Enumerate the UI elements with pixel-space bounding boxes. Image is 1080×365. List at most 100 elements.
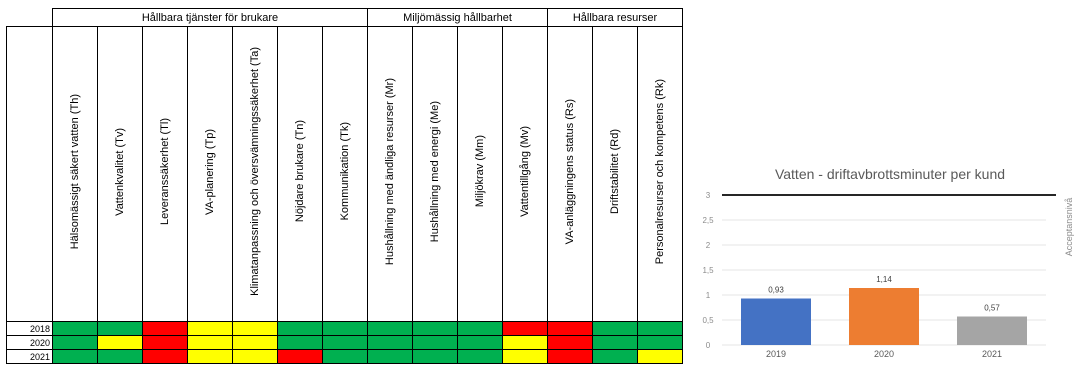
column-header: Kommunikation (Tk)	[322, 26, 368, 322]
chart-bars	[741, 288, 1027, 345]
status-cell-green	[592, 349, 638, 364]
column-header-label: Nöjdare brukare (Tn)	[294, 120, 306, 223]
column-header-label: Leveranssäkerhet (Tl)	[159, 118, 171, 225]
status-cell-green	[637, 335, 683, 350]
column-header-label: Miljökrav (Mm)	[474, 135, 486, 208]
matrix-body: 2018 2020 2021	[6, 321, 683, 364]
data-label: 1,14	[876, 275, 892, 284]
column-header-label: Driftstabilitet (Rd)	[609, 129, 621, 214]
status-cell-green	[52, 349, 98, 364]
status-cell-yellow	[187, 349, 233, 364]
column-header-row: Hälsomässigt säkert vatten (Th) Vattenkva…	[6, 26, 683, 322]
column-header-label: Personalresurser och kompetens (Rk)	[654, 78, 666, 265]
bar-2019	[741, 298, 811, 345]
chart-canvas: Vatten - driftavbrottsminuter per kund 0…	[702, 166, 1074, 359]
status-cell-green	[412, 335, 458, 350]
chart-title: Vatten - driftavbrottsminuter per kund	[775, 166, 1005, 182]
status-cell-yellow	[502, 349, 548, 364]
chart-y-ticks: 0 0,5 1 1,5 2 2,5 3	[702, 191, 714, 350]
row-year: 2020	[6, 335, 53, 350]
group-header-row: Hållbara tjänster för brukare Miljömässig…	[6, 8, 683, 27]
status-cell-yellow	[637, 349, 683, 364]
column-header: Vattentillgång (Mv)	[502, 26, 548, 322]
status-cell-green	[367, 349, 413, 364]
column-header-label: Hälsomässigt säkert vatten (Th)	[69, 93, 81, 250]
column-header: Nöjdare brukare (Tn)	[277, 26, 323, 322]
status-cell-yellow	[187, 335, 233, 350]
status-cell-green	[277, 335, 323, 350]
status-cell-red	[142, 335, 188, 350]
table-row: 2021	[6, 349, 683, 364]
y-tick-label: 2	[706, 241, 711, 250]
status-cell-green	[637, 321, 683, 336]
status-cell-yellow	[232, 321, 278, 336]
table-row: 2020	[6, 335, 683, 350]
column-header: Hushållning med energi (Me)	[412, 26, 458, 322]
status-cell-red	[547, 349, 593, 364]
chart-x-ticks: 2019 2020 2021	[766, 349, 1002, 359]
status-cell-green	[322, 321, 368, 336]
column-header-label: Vattentillgång (Mv)	[519, 126, 531, 217]
acceptance-label: Acceptansnivå	[1064, 198, 1074, 257]
column-header: Personalresurser och kompetens (Rk)	[637, 26, 683, 322]
status-cell-green	[412, 349, 458, 364]
status-cell-green	[412, 321, 458, 336]
y-tick-label: 0	[706, 341, 711, 350]
column-header: Hälsomässigt säkert vatten (Th)	[52, 26, 98, 322]
column-header: VA-anläggningens status (Rs)	[547, 26, 593, 322]
chart-data-labels: 0,93 1,14 0,57	[768, 275, 1000, 313]
status-cell-red	[547, 335, 593, 350]
group-header: Hållbara tjänster för brukare	[52, 8, 368, 27]
row-year: 2021	[6, 349, 53, 364]
column-header: Klimatanpassning och översvämningssäkerh…	[232, 26, 278, 322]
status-cell-red	[547, 321, 593, 336]
status-cell-green	[52, 335, 98, 350]
x-tick-label: 2021	[982, 349, 1002, 359]
status-cell-green	[52, 321, 98, 336]
bar-2020	[849, 288, 919, 345]
bar-2021	[957, 316, 1027, 345]
y-tick-label: 0,5	[702, 316, 714, 325]
status-cell-yellow	[232, 335, 278, 350]
y-tick-label: 1,5	[702, 266, 714, 275]
status-cell-green	[97, 349, 143, 364]
column-header-label: Hushållning med energi (Me)	[429, 100, 441, 243]
column-header: Vattenkvalitet (Tv)	[97, 26, 143, 322]
column-header-label: VA-anläggningens status (Rs)	[564, 98, 576, 245]
x-tick-label: 2019	[766, 349, 786, 359]
status-cell-green	[457, 321, 503, 336]
column-header-label: Hushållning med ändliga resurser (Mr)	[384, 77, 396, 266]
group-header: Hållbara resurser	[547, 8, 683, 27]
status-cell-red	[142, 349, 188, 364]
status-cell-red	[277, 349, 323, 364]
status-cell-yellow	[232, 349, 278, 364]
column-header-label: Klimatanpassning och översvämningssäkerh…	[249, 47, 261, 296]
status-cell-yellow	[502, 335, 548, 350]
group-header: Miljömässig hållbarhet	[367, 8, 548, 27]
corner-cell-lower	[6, 26, 53, 322]
column-header-label: Vattenkvalitet (Tv)	[114, 127, 126, 216]
table-row: 2018	[6, 321, 683, 336]
status-cell-green	[592, 321, 638, 336]
column-header-label: Kommunikation (Tk)	[339, 122, 351, 221]
status-cell-red	[142, 321, 188, 336]
data-label: 0,93	[768, 286, 784, 295]
y-tick-label: 3	[706, 191, 711, 200]
status-cell-green	[457, 349, 503, 364]
status-cell-green	[322, 335, 368, 350]
downtime-chart: Vatten - driftavbrottsminuter per kund 0…	[688, 155, 1080, 365]
y-tick-label: 2,5	[702, 216, 714, 225]
row-year: 2018	[6, 321, 53, 336]
status-matrix: Hållbara tjänster för brukare Miljömässig…	[6, 8, 683, 364]
column-header: Hushållning med ändliga resurser (Mr)	[367, 26, 413, 322]
column-header: Leveranssäkerhet (Tl)	[142, 26, 188, 322]
column-header: VA-planering (Tp)	[187, 26, 233, 322]
status-cell-green	[367, 335, 413, 350]
status-cell-red	[502, 321, 548, 336]
data-label: 0,57	[984, 304, 1000, 313]
status-cell-green	[457, 335, 503, 350]
acceptance-line-group: Acceptansnivå	[722, 194, 1074, 257]
corner-cell	[6, 8, 53, 27]
status-cell-green	[97, 321, 143, 336]
status-cell-green	[592, 335, 638, 350]
